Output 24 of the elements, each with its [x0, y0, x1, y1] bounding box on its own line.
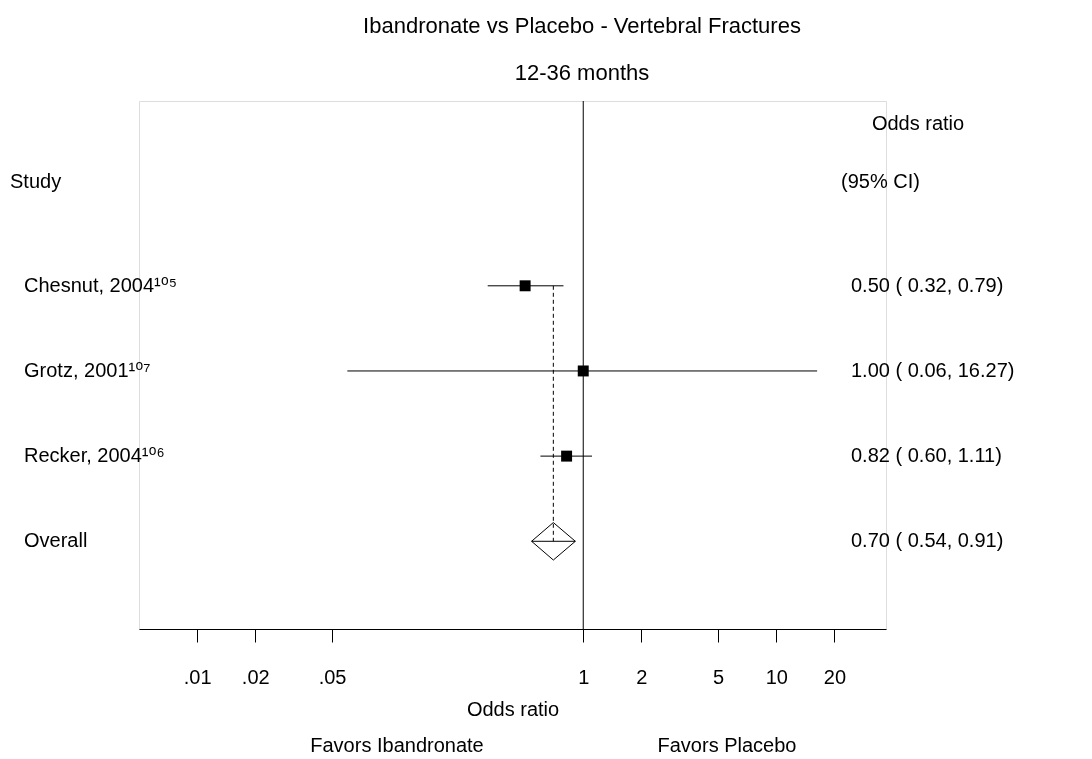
y-tick-label: Chesnut, 2004¹⁰⁵: [24, 273, 178, 296]
text: Study: [10, 170, 62, 192]
x-tick-label: 10: [765, 665, 788, 688]
text: Favors Ibandronate: [310, 734, 484, 756]
chart-subtitle: 12-36 months: [514, 60, 650, 85]
x-tick-label: 20: [823, 665, 847, 688]
x-axis-title: Odds ratio: [466, 697, 560, 720]
x-tick-label: .05: [318, 665, 347, 688]
chart-title: Ibandronate vs Placebo - Vertebral Fractures: [363, 13, 801, 38]
annotation: 0.82 ( 0.60, 1.11): [851, 444, 1002, 467]
y-tick-label: Recker, 2004¹⁰⁶: [24, 444, 165, 467]
y-tick-label: Grotz, 2001¹⁰⁷: [24, 358, 151, 381]
x-tick-label: 1: [578, 665, 590, 688]
annotation: 0.70 ( 0.54, 0.91): [851, 529, 1004, 552]
x-tick-label: .01: [183, 665, 212, 688]
x-tick-label: .02: [241, 665, 270, 688]
text: Odds ratio: [871, 112, 965, 134]
text: (95% CI): [841, 170, 920, 192]
annotation: 1.00 ( 0.06, 16.27): [851, 358, 1015, 381]
text: Favors Placebo: [657, 734, 797, 756]
y-tick-label: Overall: [24, 529, 88, 552]
x-tick-label: 5: [713, 665, 725, 688]
annotation: 0.50 ( 0.32, 0.79): [851, 273, 1004, 296]
x-tick-label: 2: [636, 665, 648, 688]
